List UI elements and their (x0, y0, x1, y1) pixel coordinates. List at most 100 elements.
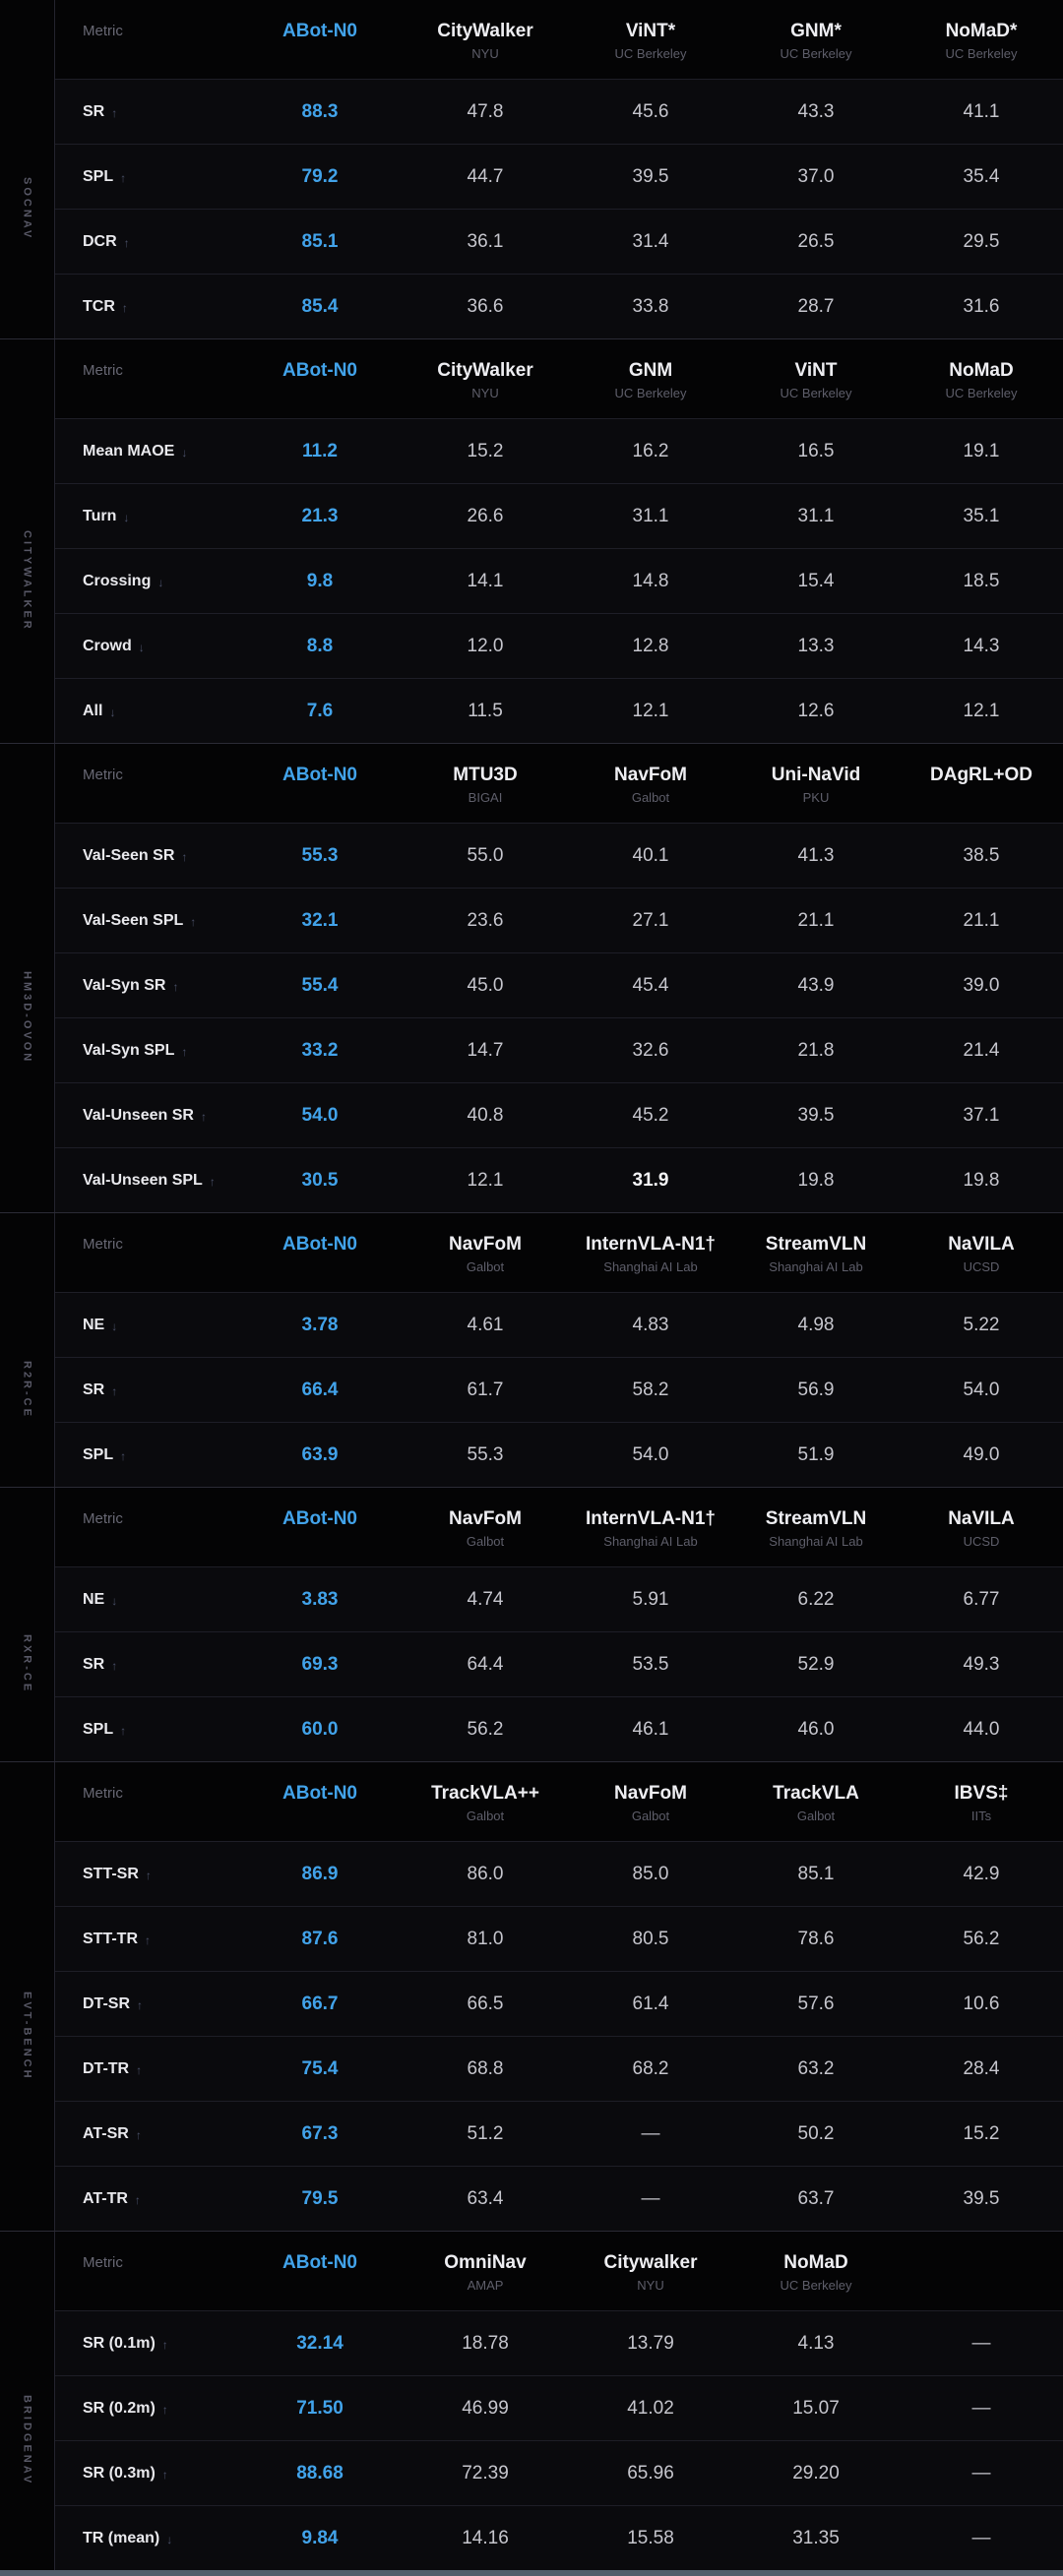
method-org-label: UC Berkeley (780, 46, 852, 61)
table-row: Val-Unseen SR ↑ 54.0 40.8 45.2 39.5 37.1 (55, 1082, 1063, 1147)
metric-value: 21.8 (797, 1039, 835, 1061)
benchmark-section: EVT-BENCH Metric ABot-N0 TrackVLA++ Galbo… (0, 1761, 1063, 2231)
method-name-label: GNM* (790, 21, 842, 41)
method-org-label: UC Berkeley (780, 2278, 852, 2293)
metric-label: SR (0.1m) (83, 2334, 156, 2352)
metric-cell: Crowd ↓ (55, 638, 237, 655)
metric-value: 39.5 (797, 1104, 835, 1126)
metric-value: 15.2 (963, 2122, 1000, 2144)
table-row: AT-SR ↑ 67.3 51.2 — 50.2 15.2 (55, 2101, 1063, 2166)
metric-cell: SPL ↑ (55, 1446, 237, 1464)
metric-label: STT-TR (83, 1930, 138, 1947)
arrow-up-icon: ↑ (111, 105, 118, 120)
table-row: AT-TR ↑ 79.5 63.4 — 63.7 39.5 (55, 2166, 1063, 2231)
arrow-up-icon: ↑ (111, 1658, 118, 1673)
metric-value: 52.9 (797, 1653, 835, 1675)
metric-value: — (971, 2332, 991, 2354)
method-org-label: Shanghai AI Lab (769, 1534, 863, 1549)
metric-value: 49.3 (963, 1653, 1000, 1675)
metric-value: 49.0 (963, 1443, 1000, 1465)
metric-value: 53.5 (632, 1653, 669, 1675)
arrow-up-icon: ↑ (145, 1868, 152, 1882)
metric-value: 18.78 (462, 2332, 509, 2354)
metric-value: 26.5 (797, 230, 835, 252)
method-org-label: UCSD (963, 1259, 1000, 1274)
metric-cell: TCR ↑ (55, 298, 237, 316)
method-column-header: TrackVLA Galbot (733, 1762, 899, 1841)
method-name-label: ViNT (794, 360, 838, 381)
metric-value: 32.6 (632, 1039, 669, 1061)
abot-value: 66.7 (301, 1993, 339, 2014)
method-column-header: NavFoM Galbot (403, 1488, 568, 1566)
metric-value: 40.1 (632, 844, 669, 866)
metric-value: — (971, 2397, 991, 2419)
metric-cell: SR ↑ (55, 1381, 237, 1399)
metric-value: 56.2 (467, 1718, 504, 1740)
metric-value: 85.1 (797, 1863, 835, 1884)
rail-label-wrap: BRIDGENAV (0, 2310, 54, 2570)
method-name-label: NaVILA (948, 1508, 1015, 1529)
metric-value: 45.2 (632, 1104, 669, 1126)
metric-value: 31.1 (632, 505, 669, 526)
rail-spacer (0, 2232, 54, 2310)
metric-value: 19.1 (963, 440, 1000, 461)
method-org-label: UC Berkeley (614, 386, 687, 400)
arrow-down-icon: ↓ (111, 1319, 118, 1333)
method-name-label: ViNT* (625, 21, 676, 41)
rail-spacer (0, 744, 54, 823)
method-name-label: InternVLA-N1† (586, 1234, 716, 1255)
method-name-label: MTU3D (453, 765, 518, 785)
metric-value: 10.6 (963, 1993, 1000, 2014)
metric-value: 39.5 (632, 165, 669, 187)
abot-value: 85.4 (301, 295, 339, 317)
abot-column-header: ABot-N0 (282, 2252, 357, 2273)
method-org-label: PKU (802, 790, 830, 805)
method-column-header: CityWalker NYU (403, 339, 568, 418)
method-name-label: NaVILA (948, 1234, 1015, 1255)
arrow-up-icon: ↑ (181, 1044, 188, 1059)
metric-value: 43.3 (797, 100, 835, 122)
abot-value: 9.8 (306, 570, 334, 591)
arrow-up-icon: ↑ (121, 300, 128, 315)
rail-spacer (0, 1488, 54, 1566)
method-org-label: Shanghai AI Lab (603, 1259, 698, 1274)
metric-value: 19.8 (963, 1169, 1000, 1191)
metric-value: 50.2 (797, 2122, 835, 2144)
method-org-label: Galbot (466, 1259, 505, 1274)
metric-cell: Val-Unseen SR ↑ (55, 1107, 237, 1125)
metric-value: 38.5 (963, 844, 1000, 866)
metric-value: 56.9 (797, 1379, 835, 1400)
benchmark-section: BRIDGENAV Metric ABot-N0 OmniNav AMAP City… (0, 2231, 1063, 2570)
abot-value: 33.2 (301, 1039, 339, 1061)
metric-label: SR (83, 1380, 105, 1398)
metric-value: 29.20 (792, 2462, 840, 2484)
metric-value: 39.0 (963, 974, 1000, 996)
section-label: BRIDGENAV (21, 2394, 33, 2486)
rail-spacer (0, 339, 54, 418)
metric-value: 21.1 (797, 909, 835, 931)
abot-value: 79.5 (301, 2187, 339, 2209)
abot-value: 8.8 (306, 635, 334, 656)
abot-value: 3.78 (301, 1314, 339, 1335)
metric-cell: NE ↓ (55, 1317, 237, 1334)
method-column-header: NoMaD UC Berkeley (733, 2232, 899, 2310)
metric-label: DT-SR (83, 1994, 130, 2012)
section-label: EVT-BENCH (21, 1991, 33, 2081)
metric-label: Val-Unseen SR (83, 1106, 194, 1124)
table-row: Val-Seen SPL ↑ 32.1 23.6 27.1 21.1 21.1 (55, 888, 1063, 952)
metric-value: 15.2 (467, 440, 504, 461)
section-content: Metric ABot-N0 CityWalker NYU ViNT* UC Berk… (55, 0, 1063, 338)
method-name-label: NavFoM (614, 765, 687, 785)
metric-cell: Val-Seen SPL ↑ (55, 912, 237, 930)
table-row: SR ↑ 88.3 47.8 45.6 43.3 41.1 (55, 79, 1063, 144)
arrow-down-icon: ↓ (138, 640, 145, 654)
metric-cell: SPL ↑ (55, 168, 237, 186)
method-name-label: Citywalker (603, 2252, 698, 2273)
rail-label-wrap: SOCNAV (0, 79, 54, 338)
metric-value: 4.13 (797, 2332, 835, 2354)
metric-value: 51.9 (797, 1443, 835, 1465)
method-column-header: GNM* UC Berkeley (733, 0, 899, 79)
method-org-label: BIGAI (468, 790, 503, 805)
metric-value: 44.0 (963, 1718, 1000, 1740)
metric-value: 15.07 (792, 2397, 840, 2419)
